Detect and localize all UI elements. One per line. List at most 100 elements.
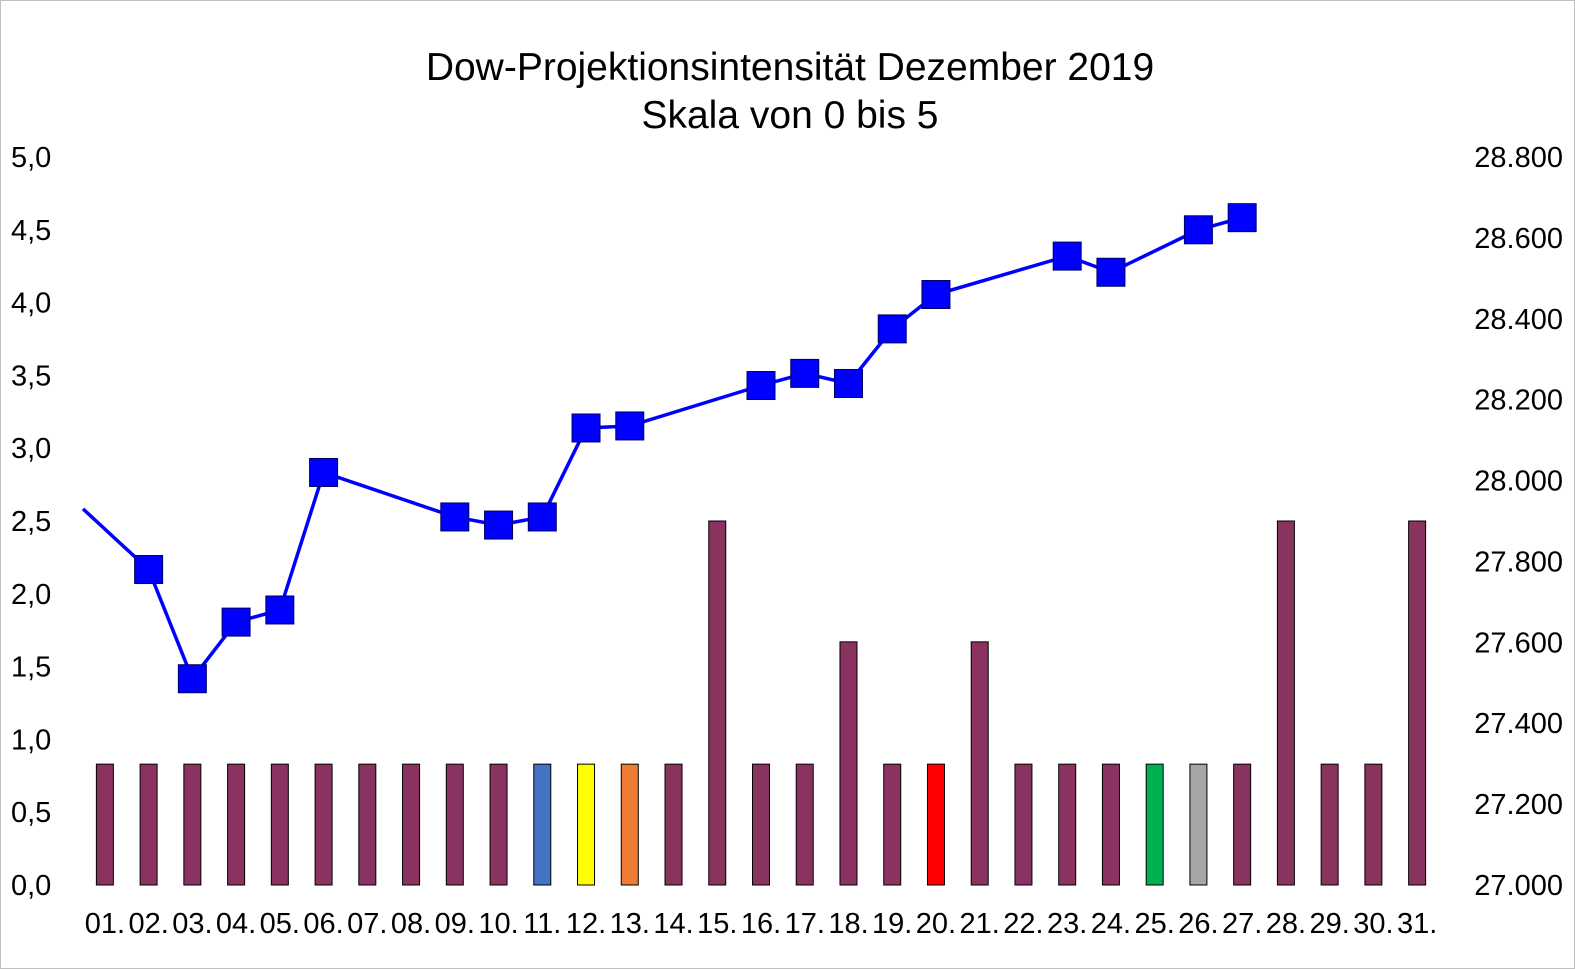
right-tick-label: 27.200	[1474, 789, 1563, 821]
right-tick-label: 27.000	[1474, 870, 1563, 902]
bar	[1101, 763, 1120, 886]
bar	[1408, 520, 1427, 886]
right-tick-label: 28.600	[1474, 223, 1563, 255]
left-tick-label: 0,5	[11, 797, 51, 829]
right-axis-ticks: 27.000 27.200 27.400 27.600 27.800 28.000 28.2…	[1474, 142, 1563, 902]
left-tick-label: 1,5	[11, 652, 51, 684]
line-marker	[1052, 241, 1082, 271]
category-label: 31.	[1397, 908, 1437, 940]
bar	[402, 763, 421, 886]
bar	[664, 763, 683, 886]
bar	[1320, 763, 1339, 886]
category-label: 16.	[741, 908, 781, 940]
category-label: 01.	[85, 908, 125, 940]
line-marker	[1183, 215, 1213, 245]
line-marker	[790, 358, 820, 388]
bar	[883, 763, 902, 886]
bar	[358, 763, 377, 886]
category-label: 29.	[1309, 908, 1349, 940]
left-tick-label: 1,0	[11, 724, 51, 756]
category-label: 23.	[1047, 908, 1087, 940]
left-axis-ticks: 0,0 0,5 1,0 1,5 2,0 2,5 3,0 3,5 4,0 4,5 5,0	[11, 142, 51, 902]
left-tick-label: 2,0	[11, 579, 51, 611]
category-label: 04.	[216, 908, 256, 940]
right-tick-label: 28.000	[1474, 466, 1563, 498]
bar	[970, 641, 989, 886]
line-marker	[309, 457, 339, 487]
line-marker	[1227, 203, 1257, 233]
bar	[533, 763, 552, 886]
line-marker	[571, 413, 601, 443]
category-label: 18.	[828, 908, 868, 940]
category-label: 11.	[523, 908, 561, 940]
bar	[752, 763, 770, 886]
right-tick-label: 28.400	[1474, 304, 1563, 336]
line-marker	[265, 595, 295, 625]
left-tick-label: 4,0	[11, 288, 51, 320]
line-marker	[484, 510, 514, 540]
category-label: 25.	[1135, 908, 1175, 940]
right-tick-label: 27.600	[1474, 627, 1563, 659]
line-marker	[1096, 257, 1126, 287]
bar	[139, 763, 158, 886]
series-line	[81, 215, 1243, 683]
line-marker	[921, 280, 951, 310]
category-label: 02.	[128, 908, 168, 940]
bar	[1233, 763, 1252, 886]
bar	[227, 763, 246, 886]
right-tick-label: 27.400	[1474, 708, 1563, 740]
bar-series	[95, 520, 1427, 886]
line-marker	[440, 502, 470, 532]
line-marker	[134, 555, 164, 585]
left-tick-label: 3,0	[11, 433, 51, 465]
bar	[314, 763, 333, 886]
category-labels: 01. 02. 03. 04. 05. 06. 07. 08. 09. 10. 11. 12. 13. 1…	[85, 908, 1438, 940]
right-tick-label: 28.200	[1474, 385, 1563, 417]
bar	[95, 763, 114, 886]
bar	[1276, 520, 1295, 886]
bar	[1364, 763, 1383, 886]
line-marker	[527, 502, 557, 532]
bar	[620, 763, 639, 886]
category-label: 26.	[1178, 908, 1218, 940]
bar	[708, 520, 727, 886]
left-tick-label: 0,0	[11, 870, 51, 902]
right-tick-label: 28.800	[1474, 142, 1563, 174]
category-label: 30.	[1353, 908, 1393, 940]
line-marker	[177, 664, 207, 694]
category-label: 08.	[391, 908, 431, 940]
category-label: 13.	[610, 908, 650, 940]
category-label: 09.	[435, 908, 475, 940]
line-marker	[833, 368, 863, 398]
category-label: 28.	[1266, 908, 1306, 940]
category-label: 12.	[566, 908, 606, 940]
bar	[1189, 763, 1208, 886]
category-label: 05.	[260, 908, 300, 940]
left-tick-label: 3,5	[11, 360, 51, 392]
left-tick-label: 5,0	[11, 142, 51, 174]
category-label: 14.	[653, 908, 693, 940]
category-label: 19.	[872, 908, 912, 940]
line-series	[81, 203, 1257, 694]
chart-title: Dow-Projektionsintensität Dezember 2019	[426, 46, 1154, 89]
bar	[926, 763, 945, 886]
bar	[1014, 763, 1033, 886]
bar	[445, 763, 464, 886]
bar	[1145, 763, 1164, 886]
line-marker	[615, 411, 645, 441]
bar	[577, 763, 596, 886]
category-label: 20.	[916, 908, 956, 940]
line-marker	[746, 371, 776, 401]
line-marker	[877, 314, 907, 344]
category-label: 17.	[785, 908, 825, 940]
chart-subtitle: Skala von 0 bis 5	[641, 94, 938, 137]
category-label: 15.	[697, 908, 737, 940]
category-label: 03.	[172, 908, 212, 940]
line-marker	[221, 607, 251, 637]
bar	[1058, 763, 1077, 886]
category-label: 06.	[303, 908, 343, 940]
bar	[839, 641, 858, 886]
left-tick-label: 4,5	[11, 215, 51, 247]
